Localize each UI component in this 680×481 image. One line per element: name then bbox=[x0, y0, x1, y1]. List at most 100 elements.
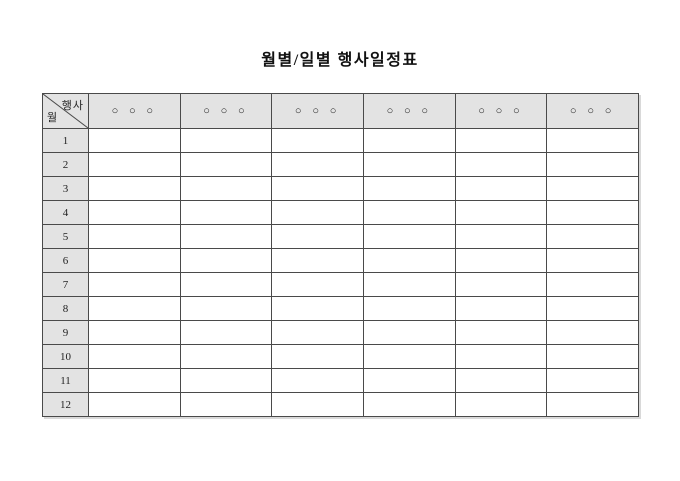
month-label: 4 bbox=[42, 200, 89, 225]
schedule-cell bbox=[362, 296, 456, 321]
month-label: 3 bbox=[42, 176, 89, 201]
schedule-cell bbox=[362, 248, 456, 273]
schedule-cell bbox=[454, 296, 548, 321]
schedule-cell bbox=[88, 200, 181, 225]
schedule-cell bbox=[179, 344, 273, 369]
schedule-cell bbox=[271, 200, 364, 225]
schedule-cell bbox=[546, 200, 639, 225]
schedule-cell bbox=[362, 224, 456, 249]
schedule-cell bbox=[362, 392, 456, 417]
schedule-cell bbox=[88, 128, 181, 153]
table-row: 7 bbox=[42, 272, 639, 297]
schedule-cell bbox=[454, 320, 548, 345]
schedule-cell bbox=[362, 152, 456, 177]
schedule-cell bbox=[546, 392, 639, 417]
schedule-cell bbox=[546, 224, 639, 249]
schedule-cell bbox=[88, 344, 181, 369]
month-label: 9 bbox=[42, 320, 89, 345]
month-label: 10 bbox=[42, 344, 89, 369]
table-row: 4 bbox=[42, 200, 639, 225]
schedule-cell bbox=[271, 128, 364, 153]
table-row: 9 bbox=[42, 320, 639, 345]
table-row: 11 bbox=[42, 368, 639, 393]
corner-cell: 행사 월 bbox=[42, 93, 89, 129]
schedule-cell bbox=[546, 344, 639, 369]
schedule-cell bbox=[546, 152, 639, 177]
schedule-cell bbox=[271, 296, 364, 321]
schedule-cell bbox=[546, 248, 639, 273]
month-label: 8 bbox=[42, 296, 89, 321]
column-header: ○ ○ ○ bbox=[88, 93, 181, 129]
schedule-cell bbox=[271, 152, 364, 177]
schedule-cell bbox=[179, 224, 273, 249]
schedule-cell bbox=[454, 200, 548, 225]
schedule-cell bbox=[546, 272, 639, 297]
month-label: 2 bbox=[42, 152, 89, 177]
schedule-cell bbox=[362, 272, 456, 297]
schedule-cell bbox=[271, 368, 364, 393]
schedule-cell bbox=[271, 224, 364, 249]
schedule-cell bbox=[179, 248, 273, 273]
schedule-cell bbox=[179, 152, 273, 177]
month-label: 7 bbox=[42, 272, 89, 297]
schedule-cell bbox=[88, 296, 181, 321]
schedule-cell bbox=[454, 272, 548, 297]
schedule-cell bbox=[88, 248, 181, 273]
month-label: 6 bbox=[42, 248, 89, 273]
schedule-cell bbox=[179, 368, 273, 393]
header-row: 행사 월 ○ ○ ○ ○ ○ ○ ○ ○ ○ ○ ○ ○ ○ ○ ○ ○ ○ ○ bbox=[42, 93, 639, 129]
schedule-cell bbox=[454, 176, 548, 201]
month-label: 1 bbox=[42, 128, 89, 153]
schedule-cell bbox=[362, 368, 456, 393]
schedule-cell bbox=[546, 320, 639, 345]
schedule-cell bbox=[454, 128, 548, 153]
month-label: 12 bbox=[42, 392, 89, 417]
schedule-cell bbox=[179, 200, 273, 225]
diagonal-divider-line bbox=[43, 94, 88, 128]
schedule-cell bbox=[179, 296, 273, 321]
schedule-cell bbox=[271, 248, 364, 273]
table-row: 12 bbox=[42, 392, 639, 417]
schedule-cell bbox=[362, 128, 456, 153]
schedule-cell bbox=[271, 272, 364, 297]
schedule-cell bbox=[546, 176, 639, 201]
column-header: ○ ○ ○ bbox=[179, 93, 273, 129]
table-row: 10 bbox=[42, 344, 639, 369]
schedule-cell bbox=[454, 344, 548, 369]
schedule-cell bbox=[179, 128, 273, 153]
month-label: 11 bbox=[42, 368, 89, 393]
schedule-table: 행사 월 ○ ○ ○ ○ ○ ○ ○ ○ ○ ○ ○ ○ ○ ○ ○ ○ ○ ○… bbox=[42, 93, 639, 417]
schedule-cell bbox=[271, 344, 364, 369]
schedule-cell bbox=[88, 224, 181, 249]
schedule-cell bbox=[546, 296, 639, 321]
schedule-cell bbox=[454, 248, 548, 273]
corner-label-month: 월 bbox=[47, 112, 58, 124]
schedule-cell bbox=[88, 152, 181, 177]
schedule-cell bbox=[179, 272, 273, 297]
table-row: 2 bbox=[42, 152, 639, 177]
schedule-cell bbox=[88, 320, 181, 345]
table-row: 1 bbox=[42, 128, 639, 153]
schedule-cell bbox=[271, 320, 364, 345]
schedule-cell bbox=[179, 176, 273, 201]
schedule-cell bbox=[179, 320, 273, 345]
schedule-cell bbox=[454, 152, 548, 177]
schedule-cell bbox=[454, 224, 548, 249]
schedule-cell bbox=[546, 368, 639, 393]
month-label: 5 bbox=[42, 224, 89, 249]
table-row: 6 bbox=[42, 248, 639, 273]
schedule-cell bbox=[454, 368, 548, 393]
schedule-cell bbox=[362, 320, 456, 345]
table-row: 8 bbox=[42, 296, 639, 321]
schedule-cell bbox=[88, 392, 181, 417]
page-title: 월별/일별 행사일정표 bbox=[261, 52, 419, 69]
column-header: ○ ○ ○ bbox=[271, 93, 364, 129]
table-row: 3 bbox=[42, 176, 639, 201]
column-header: ○ ○ ○ bbox=[546, 93, 639, 129]
schedule-cell bbox=[362, 200, 456, 225]
schedule-cell bbox=[88, 272, 181, 297]
schedule-cell bbox=[546, 128, 639, 153]
schedule-cell bbox=[179, 392, 273, 417]
column-header: ○ ○ ○ bbox=[454, 93, 548, 129]
